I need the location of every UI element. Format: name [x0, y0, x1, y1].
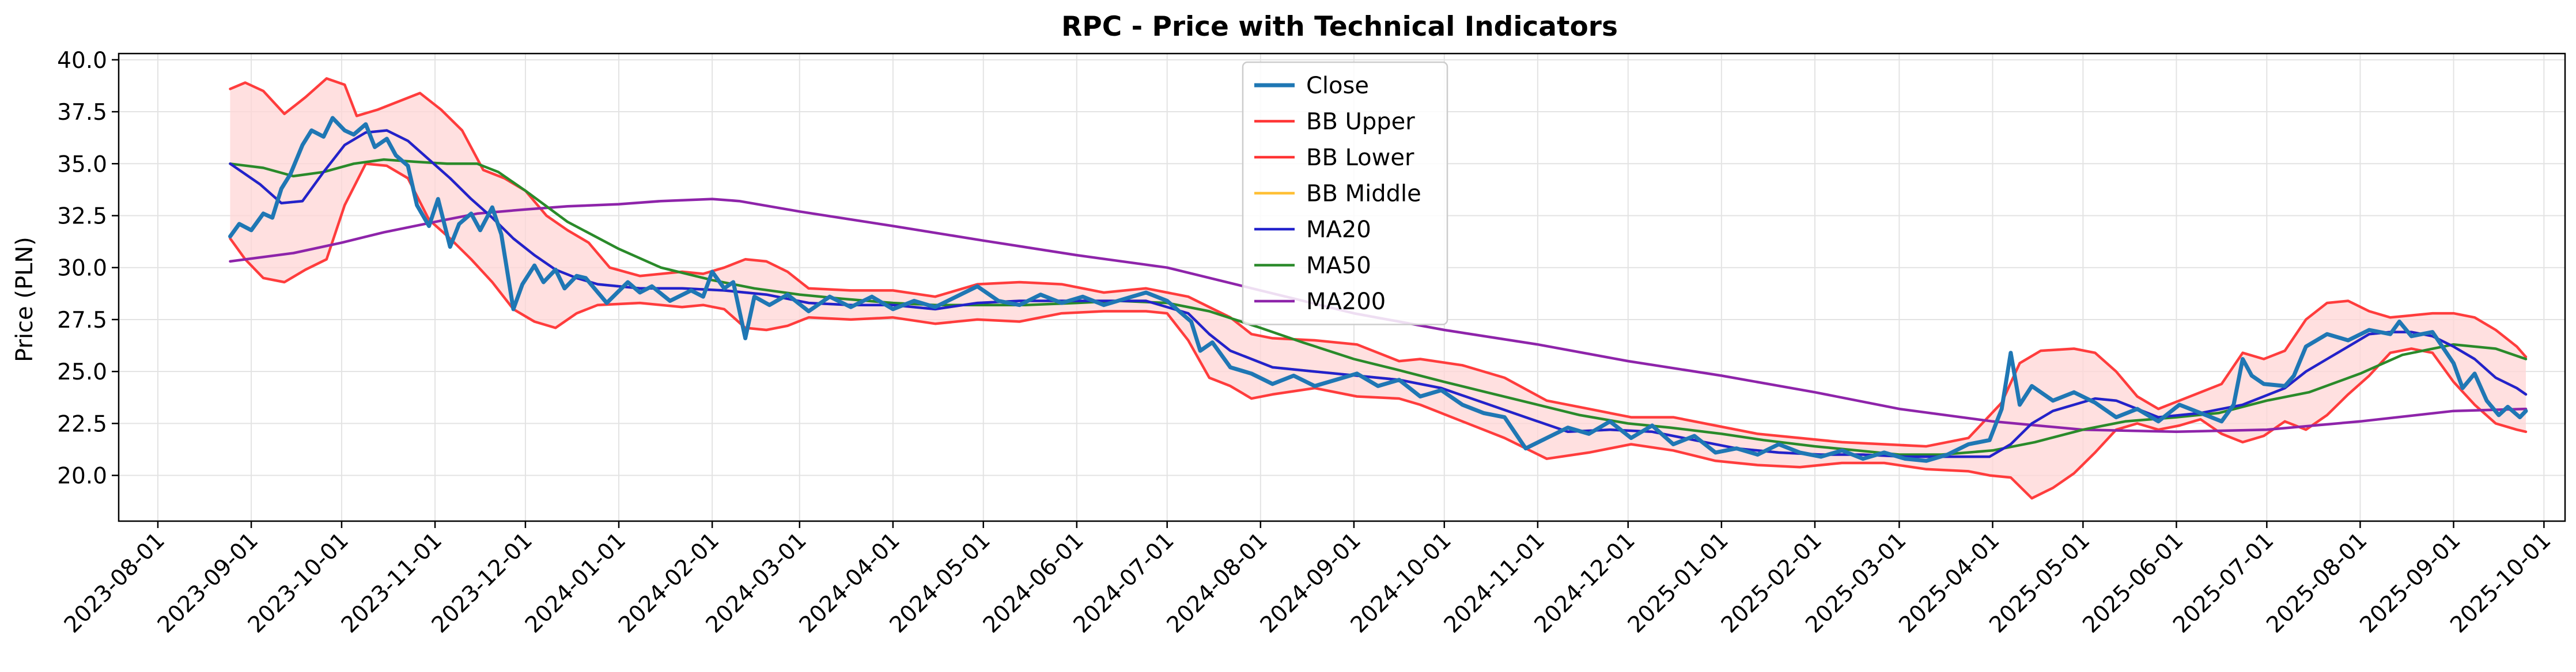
y-tick-label: 25.0 — [57, 359, 107, 385]
y-tick-label: 35.0 — [57, 151, 107, 177]
legend-label-bb-middle: BB Middle — [1306, 181, 1421, 207]
series-line-ma50 — [229, 158, 2528, 456]
chart-title: RPC - Price with Technical Indicators — [1061, 11, 1618, 43]
legend-box — [1242, 61, 1448, 325]
y-tick-label: 22.5 — [57, 411, 107, 437]
legend-label-ma20: MA20 — [1306, 217, 1371, 243]
legend-label-bb-upper: BB Upper — [1306, 109, 1415, 135]
y-tick-label: 30.0 — [57, 256, 107, 282]
legend-label-bb-lower: BB Lower — [1306, 145, 1414, 171]
legend-label-close: Close — [1306, 73, 1369, 99]
y-tick-label: 40.0 — [57, 48, 107, 74]
y-tick-label: 37.5 — [57, 100, 107, 126]
series-lines — [228, 77, 2528, 500]
y-tick-label: 20.0 — [57, 464, 107, 489]
series-line-close — [228, 116, 2528, 463]
y-tick-label: 32.5 — [57, 203, 107, 229]
y-axis-label: Price (PLN) — [12, 237, 38, 362]
legend: Close BB Upper BB Lower BB Middle MA20 MA50 MA… — [1242, 61, 1448, 325]
plot-frame — [118, 52, 2566, 522]
y-tick-label: 27.5 — [57, 307, 107, 333]
legend-label-ma200: MA200 — [1306, 288, 1386, 315]
legend-label-ma50: MA50 — [1306, 253, 1371, 279]
